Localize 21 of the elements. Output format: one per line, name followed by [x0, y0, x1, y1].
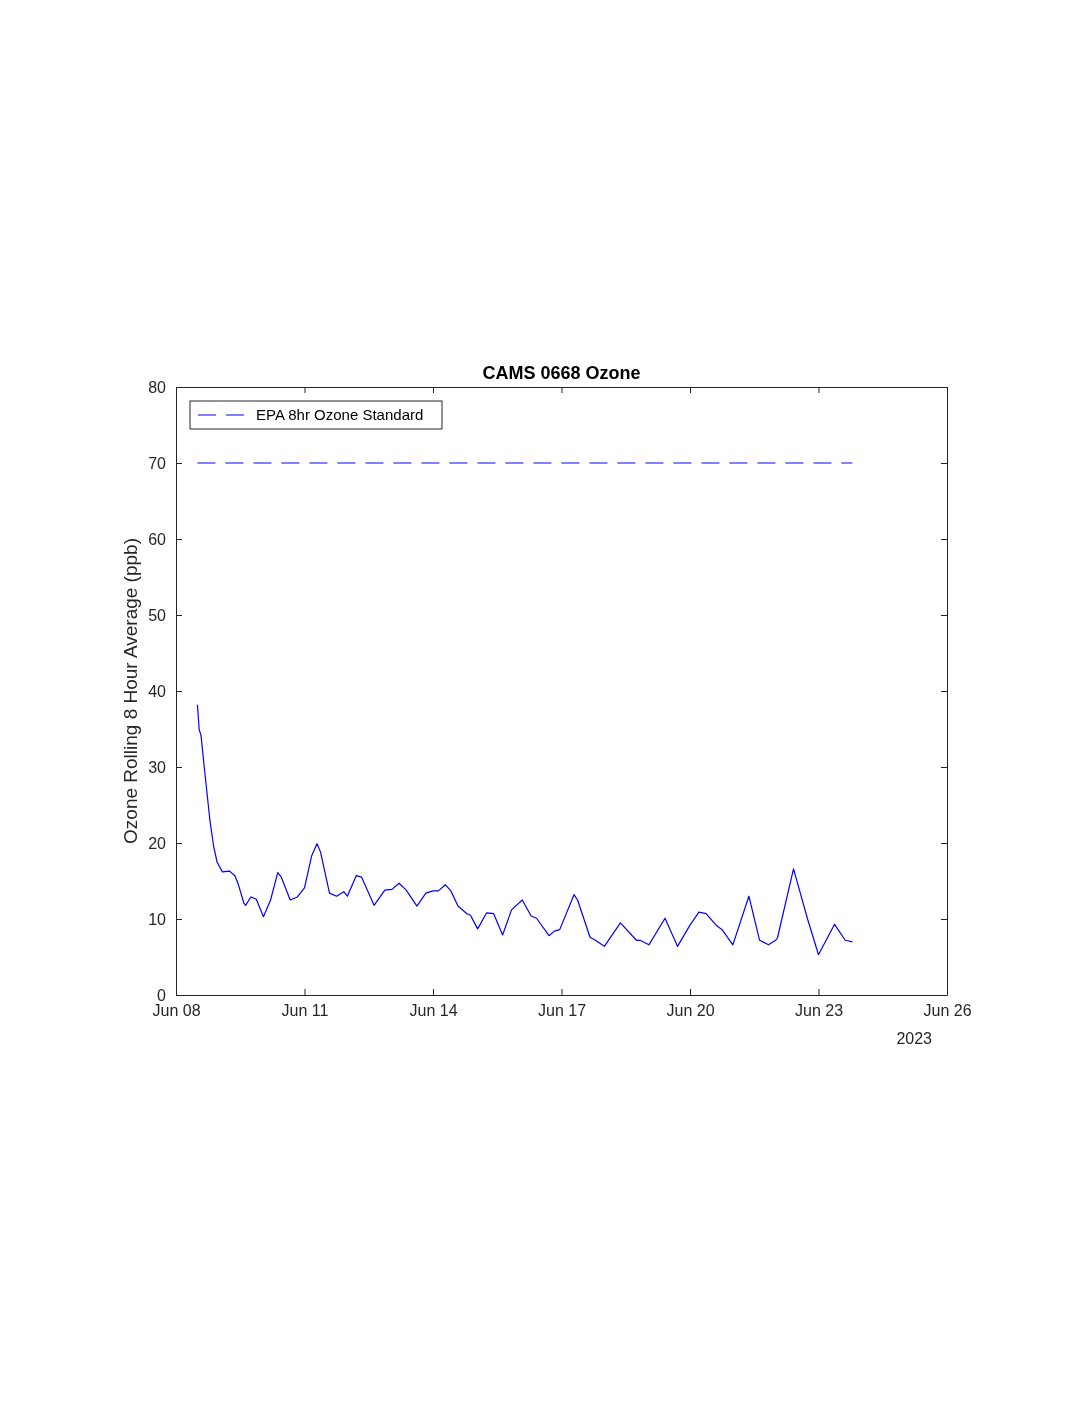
x-tick-label: Jun 14 — [409, 1002, 458, 1020]
y-tick-label: 60 — [148, 530, 167, 548]
legend-label: EPA 8hr Ozone Standard — [256, 406, 424, 423]
x-tick-label: Jun 11 — [281, 1002, 329, 1020]
text: 2023 — [896, 1030, 933, 1047]
y-tick-label: 20 — [148, 834, 167, 852]
line-series — [196, 704, 854, 956]
chart-title: CAMS 0668 Ozone — [482, 363, 641, 383]
y-tick-label: 50 — [148, 606, 167, 624]
y-tick-label: 0 — [157, 986, 167, 1004]
x-tick-label: Jun 20 — [666, 1002, 715, 1020]
y-tick-label: 10 — [148, 910, 167, 928]
x-tick-label: Jun 23 — [794, 1002, 844, 1020]
x-tick-label: Jun 26 — [923, 1002, 972, 1020]
y-tick-label: 30 — [148, 758, 167, 776]
y-axis-title: Ozone Rolling 8 Hour Average (ppb) — [120, 538, 141, 844]
x-tick-label: Jun 17 — [537, 1002, 587, 1020]
y-tick-label: 40 — [148, 682, 167, 700]
y-tick-label: 70 — [148, 454, 167, 472]
y-tick-label: 80 — [148, 378, 167, 396]
x-tick-label: Jun 08 — [152, 1002, 201, 1020]
